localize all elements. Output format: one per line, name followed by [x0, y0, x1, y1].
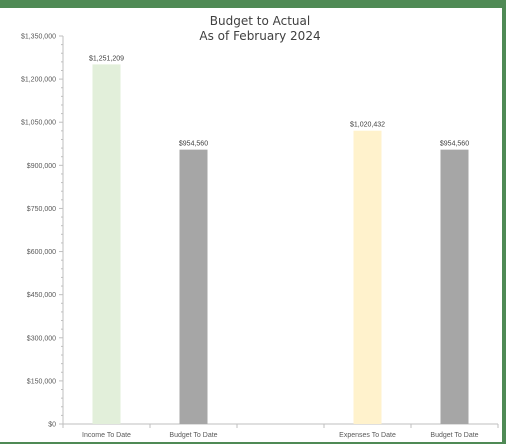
y-tick-label: $1,350,000 — [21, 34, 56, 41]
y-tick-label: $300,000 — [27, 335, 56, 342]
y-tick-label: $450,000 — [27, 292, 56, 299]
chart-subtitle: As of February 2024 — [199, 29, 321, 43]
x-tick-label: Expenses To Date — [339, 432, 396, 439]
data-label: $954,560 — [179, 141, 208, 148]
data-label: $954,560 — [440, 141, 469, 148]
chart-title: Budget to Actual — [209, 14, 311, 28]
x-tick-label: Budget To Date — [430, 432, 478, 439]
bar — [440, 149, 469, 424]
y-tick-label: $600,000 — [27, 249, 56, 256]
y-tick-label: $750,000 — [27, 206, 56, 213]
y-tick-label: $900,000 — [27, 163, 56, 170]
x-tick-label: Budget To Date — [169, 432, 217, 439]
y-tick-label: $150,000 — [27, 378, 56, 385]
bar — [353, 130, 382, 425]
chart-area: Budget to Actual As of February 2024 — [0, 8, 502, 442]
data-label: $1,020,432 — [350, 122, 385, 129]
y-tick-label: $1,200,000 — [21, 77, 56, 84]
data-label: $1,251,209 — [89, 55, 124, 62]
bar — [92, 64, 121, 425]
bar — [179, 149, 208, 424]
y-tick-label: $0 — [48, 422, 56, 429]
y-tick-label: $1,050,000 — [21, 120, 56, 127]
x-tick-label: Income To Date — [82, 432, 131, 439]
